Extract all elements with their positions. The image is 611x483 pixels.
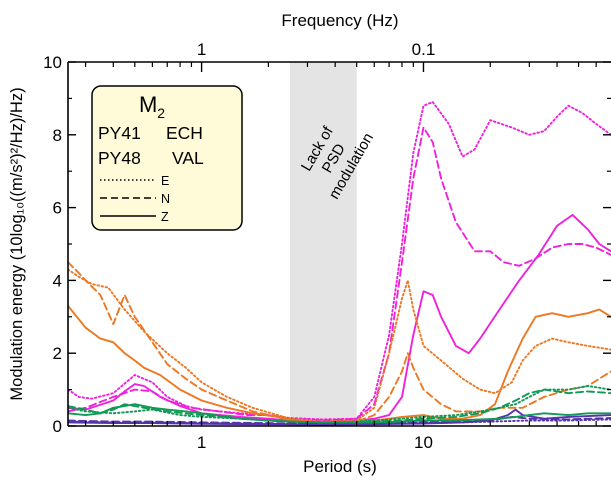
y-axis-title: Modulation energy (10log₁₀((m/s²)²/Hz)/H… [8,87,26,400]
legend-style-label-z: Z [161,210,169,224]
y-tick-label: 2 [53,344,62,363]
y-tick-label: 0 [53,417,62,436]
y-tick-label: 10 [43,53,62,72]
x-tick-label: 10 [414,433,433,452]
legend-title-subscript: 2 [157,105,165,121]
legend-style-label-n: N [161,192,170,206]
x2-tick-label: 1 [197,40,206,59]
y-tick-label: 8 [53,126,62,145]
legend-title-main: M [139,92,157,117]
legend-entry-py48: PY48 [98,148,141,168]
y-tick-label: 6 [53,199,62,218]
tick-layer: 0 2 4 6 8 10 1 10 1 0.1 [43,40,611,452]
x2-tick-label: 0.1 [412,40,436,59]
series-py41-e [68,101,611,421]
legend-entry-ech: ECH [166,123,203,143]
series-val-z [68,403,611,424]
legend-entry-val: VAL [172,148,204,168]
top-axis-title: Frequency (Hz) [281,11,398,30]
lack-of-modulation-band [289,62,357,426]
legend-box [91,85,243,231]
y-tick-label: 4 [53,271,62,290]
x-tick-label: 1 [197,433,206,452]
legend-title: M2 [139,92,165,121]
series-py41-z [68,213,611,423]
legend: M2 PY41 ECH PY48 VAL E N Z [91,85,243,231]
x-axis-title: Period (s) [303,457,377,476]
legend-entry-py41: PY41 [98,123,141,143]
series-ech-z [68,408,611,426]
legend-style-label-e: E [161,174,169,188]
